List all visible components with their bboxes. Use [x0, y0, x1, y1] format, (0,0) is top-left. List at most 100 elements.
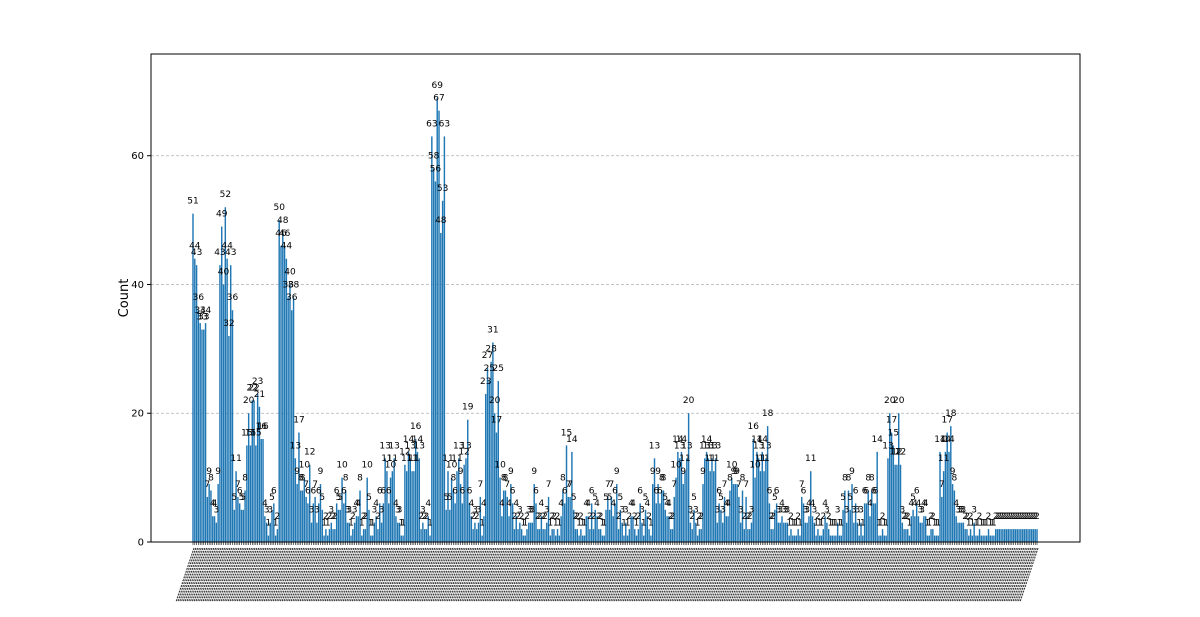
x-tick-label	[374, 547, 394, 603]
bar	[865, 503, 868, 542]
bar	[361, 535, 363, 542]
bar	[686, 458, 688, 542]
bar	[860, 522, 862, 542]
bar	[959, 522, 961, 542]
bar	[923, 516, 925, 542]
x-tick-label	[500, 547, 520, 603]
x-tick-label	[200, 547, 220, 603]
bar-value-label: 6	[562, 486, 568, 496]
x-tick-label	[778, 547, 798, 603]
bar	[833, 535, 835, 542]
x-tick-label	[392, 547, 412, 603]
bar	[763, 471, 765, 542]
bar-value-label: 1	[648, 519, 654, 529]
bar	[759, 471, 762, 542]
bar-value-label: 2	[993, 512, 999, 522]
x-tick-label	[541, 547, 561, 603]
x-tick-label	[313, 547, 333, 603]
x-tick-label	[635, 547, 655, 603]
bar	[955, 516, 957, 542]
bar	[616, 484, 618, 542]
bar-value-label: 34	[200, 306, 212, 316]
x-tick-label	[516, 547, 536, 603]
bar-value-label: 7	[605, 480, 611, 490]
bar	[673, 496, 675, 542]
bar-value-label: 1	[266, 519, 272, 529]
bar-value-label: 2	[998, 512, 1004, 522]
bar	[906, 529, 909, 542]
x-tick-label	[563, 547, 583, 603]
bar-value-label: 4	[916, 499, 922, 509]
bar-value-label: 2	[880, 512, 886, 522]
bar	[463, 464, 465, 542]
x-tick-label	[473, 547, 493, 603]
bar-value-label: 6	[316, 486, 322, 496]
bar	[872, 503, 875, 542]
x-tick-label	[814, 547, 834, 603]
x-tick-label	[197, 547, 217, 603]
bar	[427, 516, 429, 542]
x-tick-label	[640, 547, 660, 603]
x-tick-label	[852, 547, 872, 603]
bar-value-label: 5	[910, 493, 916, 503]
x-tick-label	[1014, 547, 1034, 603]
bar	[237, 496, 239, 542]
x-tick-label	[645, 547, 666, 603]
x-tick-label	[1012, 547, 1032, 603]
bar	[436, 97, 438, 542]
bar	[612, 516, 614, 542]
x-tick-label	[888, 547, 908, 603]
bar-value-label: 38	[282, 280, 294, 290]
bar	[932, 529, 934, 542]
bar-value-label: 3	[781, 506, 787, 516]
bar-value-label: 8	[842, 473, 848, 483]
bar-value-label: 2	[330, 512, 336, 522]
x-tick-label	[602, 547, 622, 603]
x-tick-label	[417, 547, 437, 603]
x-tick-label	[543, 547, 563, 603]
bar	[696, 535, 699, 542]
x-tick-label	[389, 547, 409, 603]
x-tick-label	[283, 547, 303, 603]
bar-value-label: 6	[386, 486, 392, 496]
bar-value-label: 12	[458, 448, 469, 458]
x-tick-label	[240, 547, 260, 603]
bar-value-label: 13	[405, 441, 416, 451]
bar	[219, 265, 221, 542]
bar	[774, 509, 776, 542]
x-tick-label	[994, 547, 1014, 603]
bar-value-label: 1	[984, 519, 990, 529]
x-tick-label	[699, 547, 719, 603]
bar-value-label: 2	[327, 512, 333, 522]
bar-value-label: 3	[346, 506, 352, 516]
bar-value-label: 4	[212, 499, 218, 509]
bar	[820, 535, 823, 542]
bar-value-label: 7	[736, 480, 742, 490]
bar-value-label: 2	[1018, 512, 1024, 522]
x-tick-label	[604, 547, 624, 603]
bar	[425, 529, 428, 542]
bar	[924, 516, 927, 542]
bar	[589, 529, 591, 542]
bar	[1003, 529, 1006, 542]
x-tick-label	[681, 547, 701, 603]
x-tick-label	[231, 547, 251, 603]
bar-value-label: 3	[957, 506, 963, 516]
bar-value-label: 3	[738, 506, 744, 516]
bar	[709, 471, 711, 542]
x-tick-label	[839, 547, 859, 603]
x-tick-label	[938, 547, 958, 603]
bar	[210, 490, 212, 542]
bar	[240, 509, 243, 542]
x-tick-label	[633, 547, 653, 603]
x-tick-label	[974, 547, 994, 603]
x-tick-label	[924, 547, 944, 603]
bar-value-label: 13	[699, 441, 710, 451]
x-tick-label	[279, 547, 299, 603]
bar	[885, 535, 887, 542]
x-tick-label	[821, 547, 841, 603]
bar	[228, 335, 230, 542]
bar-value-label: 10	[336, 461, 348, 471]
bar-value-label: 5	[592, 493, 598, 503]
bar	[332, 529, 334, 542]
